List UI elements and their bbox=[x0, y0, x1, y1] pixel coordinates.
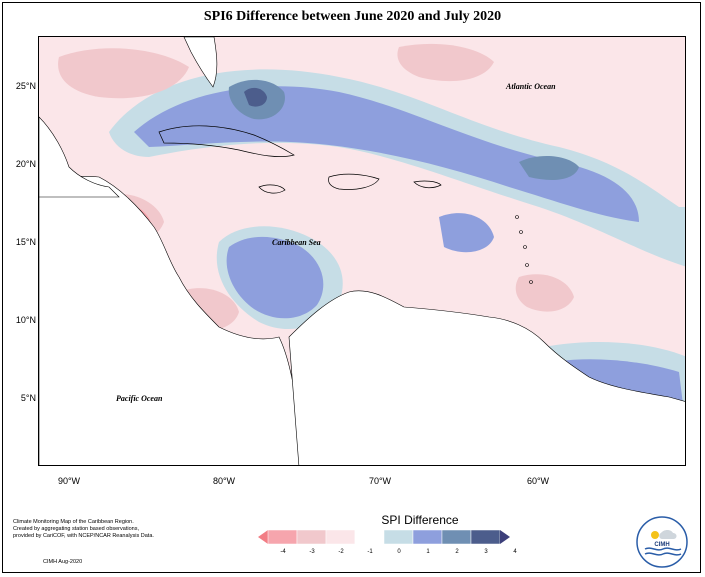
spi-field bbox=[39, 37, 685, 465]
legend-tick-label: -2 bbox=[338, 549, 344, 555]
label-pacific-ocean: Pacific Ocean bbox=[116, 394, 163, 403]
credits-block: Climate Monitoring Map of the Caribbean … bbox=[13, 519, 253, 540]
legend-swatch bbox=[470, 530, 501, 545]
lon-label-70w: 70°W bbox=[368, 476, 392, 486]
legend-tick-label: 0 bbox=[397, 549, 401, 555]
label-caribbean-sea: Caribbean Sea bbox=[272, 238, 321, 247]
legend-tick-label: -1 bbox=[367, 549, 373, 555]
legend-arrow-right bbox=[500, 530, 510, 544]
lat-label-5n: 5°N bbox=[20, 393, 36, 403]
legend-swatch bbox=[267, 530, 298, 545]
lat-label-15n: 15°N bbox=[15, 237, 36, 247]
legend-swatch bbox=[412, 530, 443, 545]
legend-arrow-left bbox=[258, 530, 268, 544]
legend-colorbar: -4 -3 -2 -1 0 1 2 3 4 bbox=[258, 530, 517, 555]
credits-date: CIMH Aug-2020 bbox=[43, 559, 83, 565]
legend-tick-label: 2 bbox=[455, 549, 459, 555]
legend-tick-label: 4 bbox=[513, 549, 517, 555]
legend-tick-label: -4 bbox=[280, 549, 286, 555]
cimh-logo: CIMH bbox=[636, 516, 688, 568]
legend-tick-label: 1 bbox=[426, 549, 430, 555]
lat-label-10n: 10°N bbox=[15, 315, 36, 325]
lat-label-25n: 25°N bbox=[15, 81, 36, 91]
map-area bbox=[38, 36, 686, 466]
lon-label-80w: 80°W bbox=[212, 476, 236, 486]
legend-swatch bbox=[354, 530, 385, 545]
legend-swatch bbox=[296, 530, 327, 545]
legend-tick-label: -3 bbox=[309, 549, 315, 555]
credits-line-3: provided by CariCOF, with NCEP/NCAR Rean… bbox=[13, 533, 154, 539]
lat-label-20n: 20°N bbox=[15, 159, 36, 169]
logo-text: CIMH bbox=[654, 542, 669, 548]
lon-label-60w: 60°W bbox=[526, 476, 550, 486]
legend-title: SPI Difference bbox=[381, 513, 459, 527]
map-title: SPI6 Difference between June 2020 and Ju… bbox=[203, 9, 502, 24]
lon-label-90w: 90°W bbox=[57, 476, 81, 486]
credits-line-2: Created by aggregating station based obs… bbox=[13, 526, 139, 532]
label-atlantic-ocean: Atlantic Ocean bbox=[506, 82, 556, 91]
legend-swatch bbox=[325, 530, 356, 545]
legend-swatch bbox=[441, 530, 472, 545]
legend-swatch bbox=[383, 530, 414, 545]
sun-icon bbox=[651, 531, 659, 539]
legend-tick-label: 3 bbox=[484, 549, 488, 555]
credits-line-1: Climate Monitoring Map of the Caribbean … bbox=[13, 519, 134, 525]
